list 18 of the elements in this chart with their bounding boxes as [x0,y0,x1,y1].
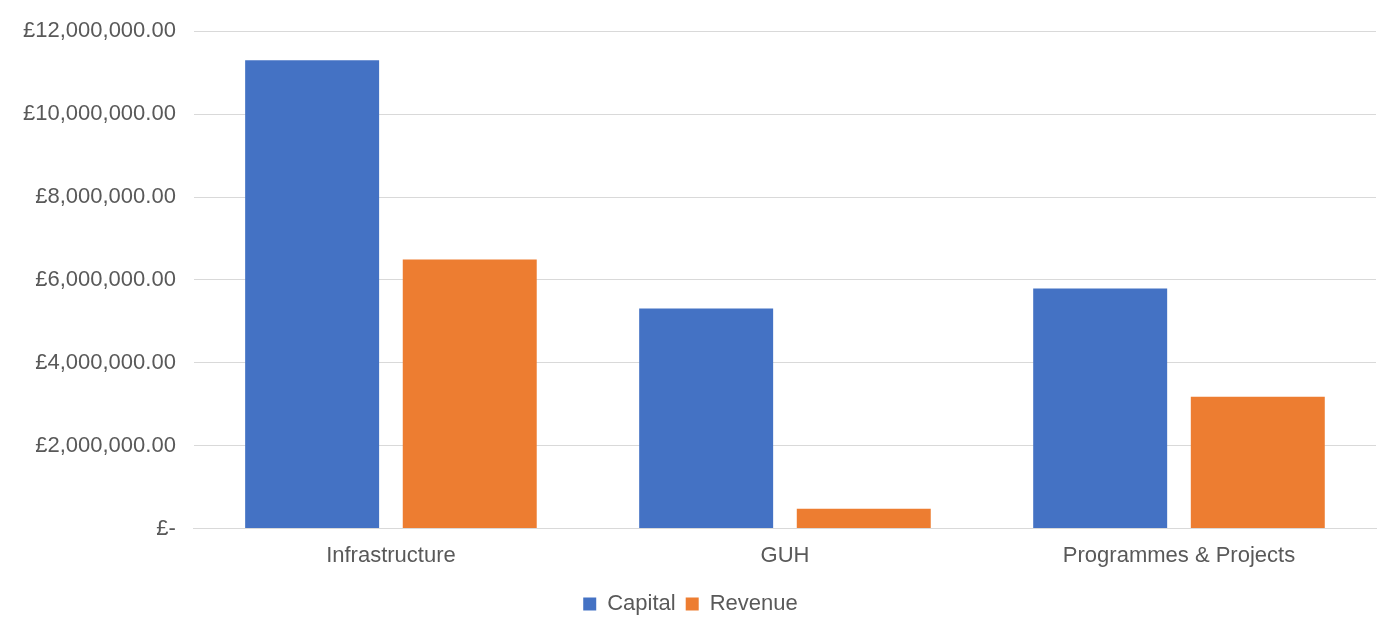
y-tick-label: £4,000,000.00 [35,348,176,374]
bar [245,60,380,529]
bar [639,308,774,529]
bar [402,259,537,529]
y-tick-label: £12,000,000.00 [22,17,176,43]
y-tick-label: £6,000,000.00 [35,265,176,291]
bar [1033,288,1168,529]
y-tick-label: £10,000,000.00 [22,100,176,126]
x-tick-label: Infrastructure [326,541,456,567]
y-tick-label: £2,000,000.00 [35,431,176,457]
x-tick-label: Programmes & Projects [1062,541,1296,567]
y-tick-label: £- [156,514,176,540]
legend-label: Capital [607,590,676,616]
y-tick-label: £8,000,000.00 [35,183,176,209]
x-tick-label: GUH [760,541,810,567]
legend-label: Revenue [709,590,798,616]
bar [796,508,931,529]
bar [1190,396,1325,529]
